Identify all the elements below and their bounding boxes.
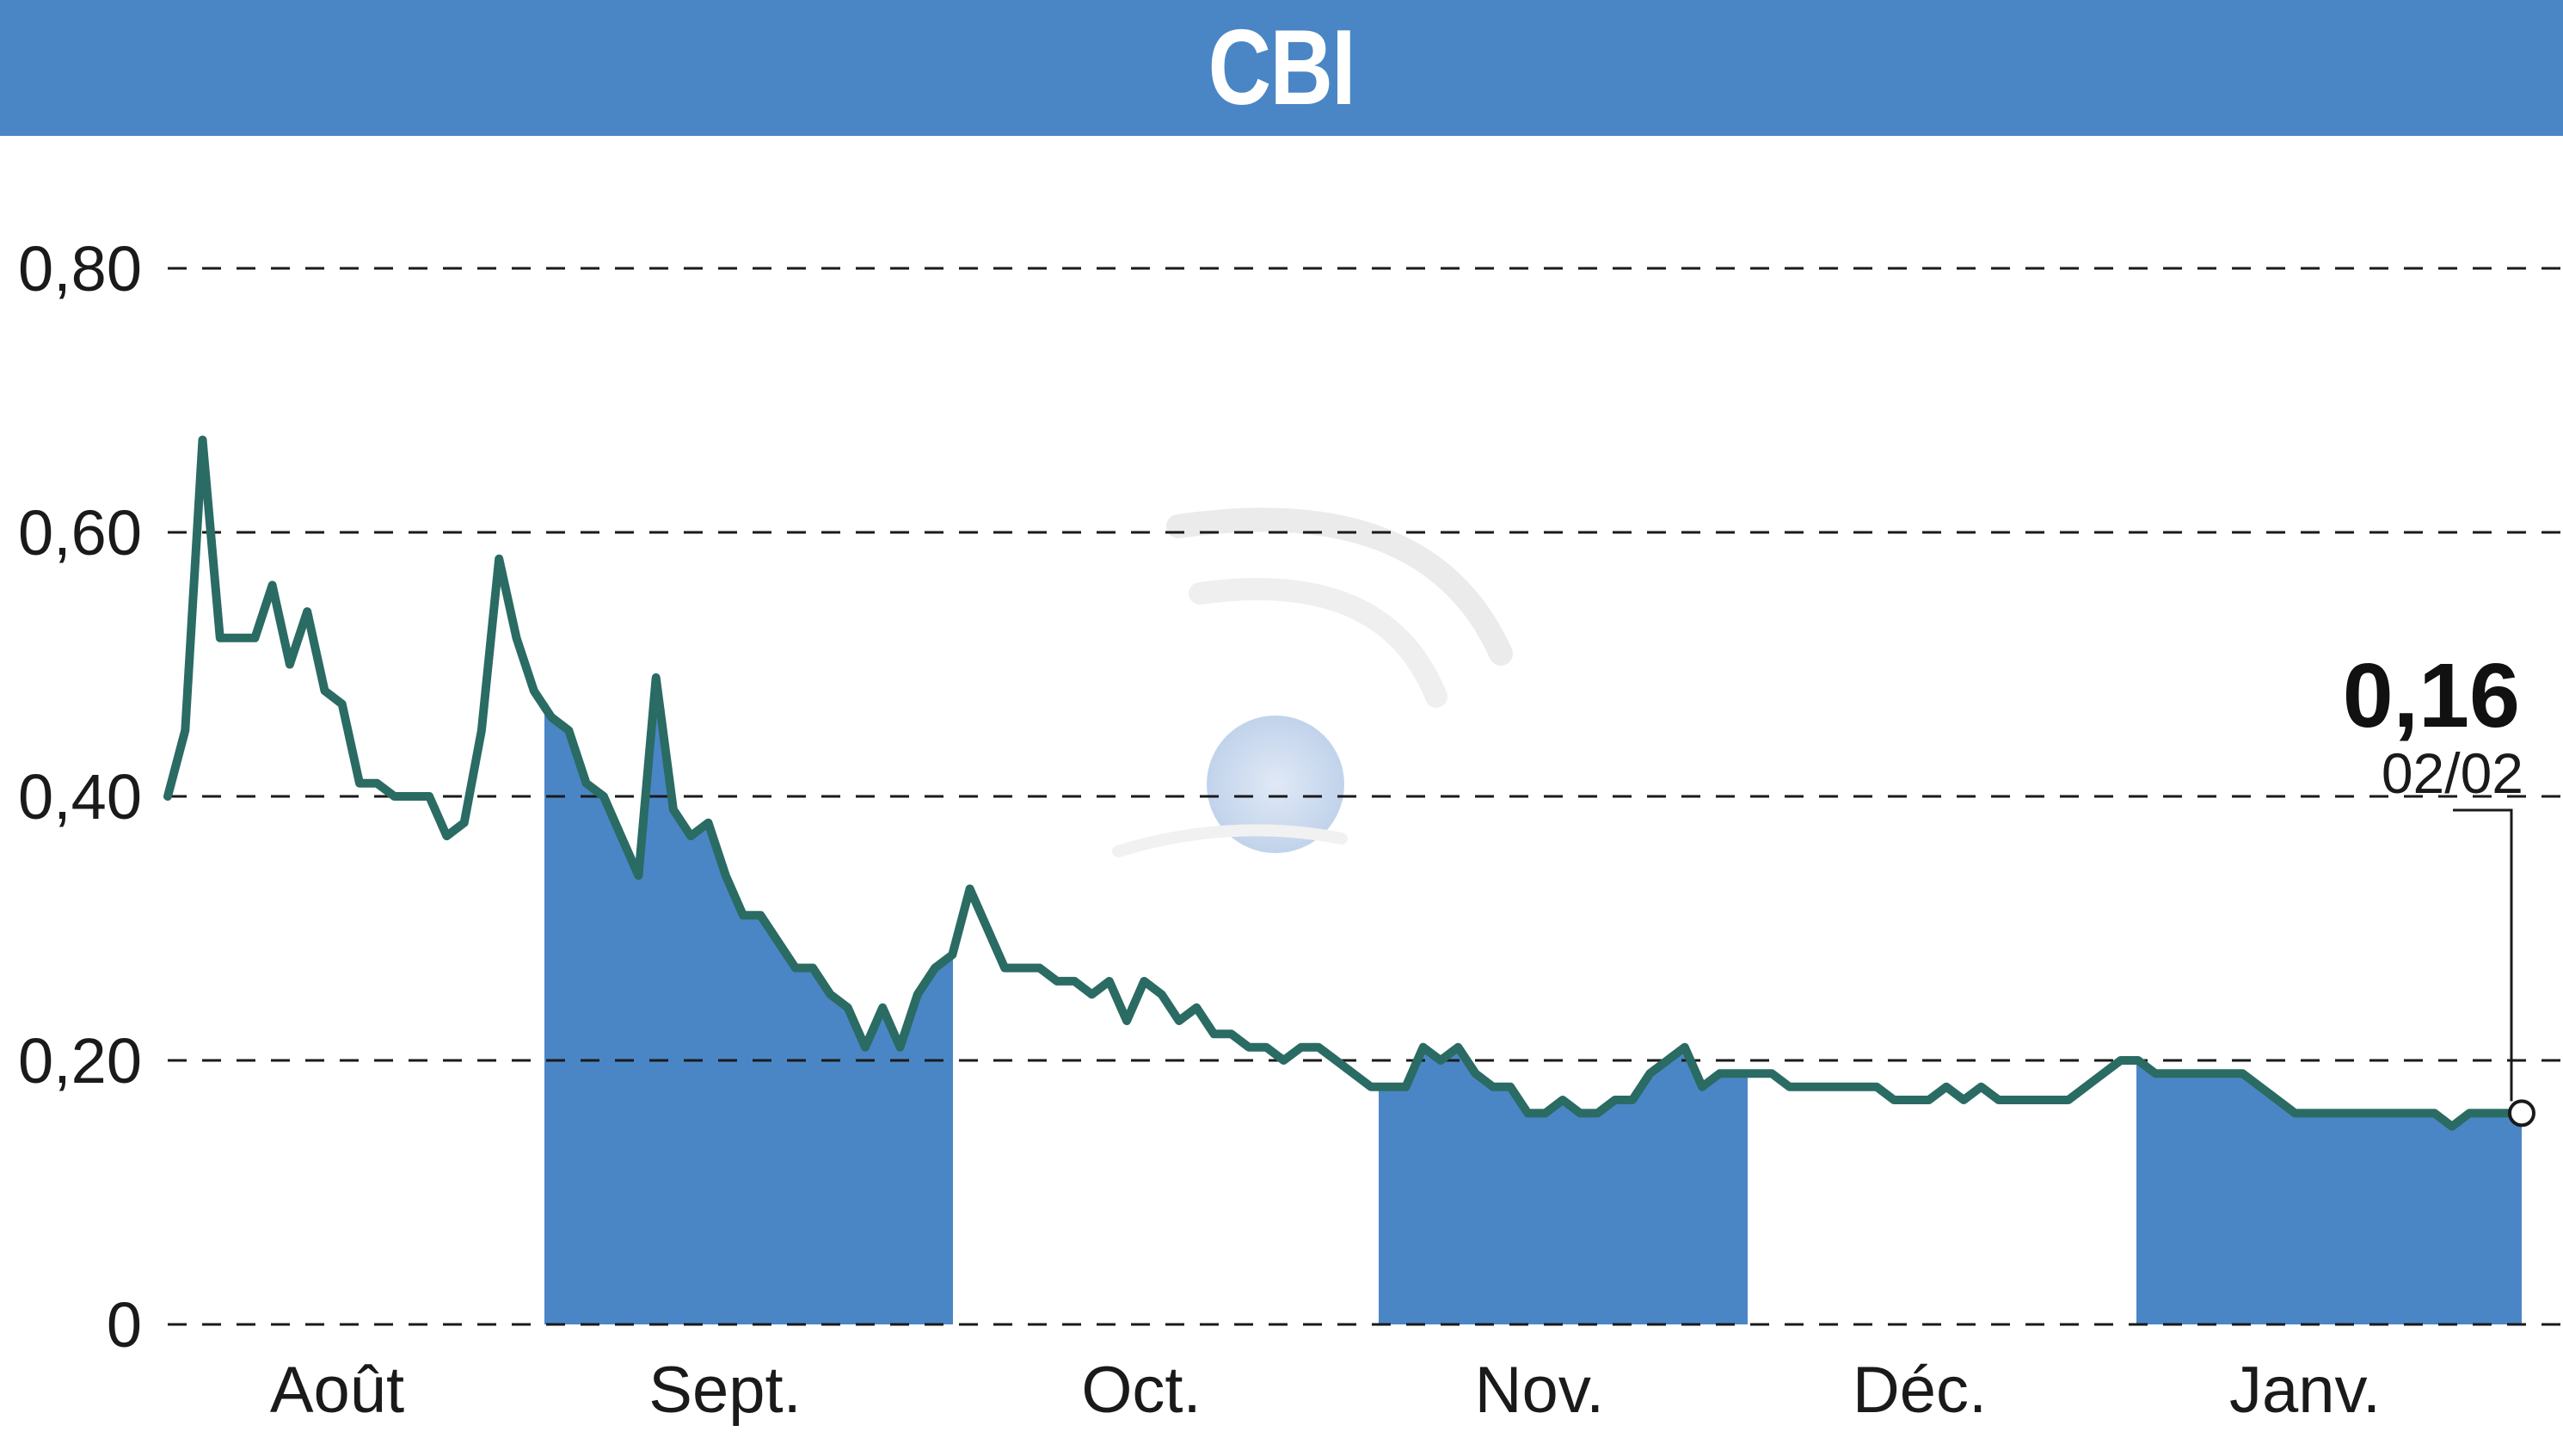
watermark-swoosh	[1112, 824, 1348, 857]
last-value-callout-line	[2453, 808, 2513, 1102]
y-tick-label: 0,40	[18, 761, 142, 832]
month-label: Déc.	[1853, 1354, 1987, 1427]
price-line	[163, 435, 2526, 1131]
watermark-arc-outer	[1166, 507, 1513, 666]
y-tick-label: 0,80	[18, 233, 142, 304]
y-tick-label: 0,20	[18, 1025, 142, 1097]
month-label: Sept.	[648, 1354, 801, 1427]
month-label: Août	[270, 1354, 404, 1427]
watermark-logo	[1112, 507, 1513, 857]
watermark-arc-inner	[1189, 578, 1447, 708]
month-label: Oct.	[1081, 1354, 1201, 1427]
y-axis-ticks: 0 0,20 0,40 0,60 0,80	[18, 233, 142, 1361]
month-shading	[544, 677, 2522, 1324]
month-label: Nov.	[1475, 1354, 1605, 1427]
grid-lines	[168, 267, 2563, 1326]
shaded-band-5	[2136, 1060, 2522, 1324]
y-tick-label: 0	[107, 1289, 142, 1361]
y-tick-label: 0,60	[18, 497, 142, 568]
last-date-label: 02/02	[2382, 741, 2523, 805]
last-value-marker	[2508, 1099, 2535, 1127]
watermark-ball	[1207, 716, 1344, 853]
x-axis-months: Août Sept. Oct. Nov. Déc. Janv.	[270, 1354, 2381, 1427]
month-label: Janv.	[2229, 1354, 2381, 1427]
shaded-band-3	[1379, 1047, 1748, 1324]
last-value-label: 0,16	[2343, 645, 2520, 746]
chart-title-banner: CBI	[0, 0, 2563, 136]
chart-title: CBI	[1208, 9, 1356, 127]
shaded-band-1	[544, 677, 953, 1324]
